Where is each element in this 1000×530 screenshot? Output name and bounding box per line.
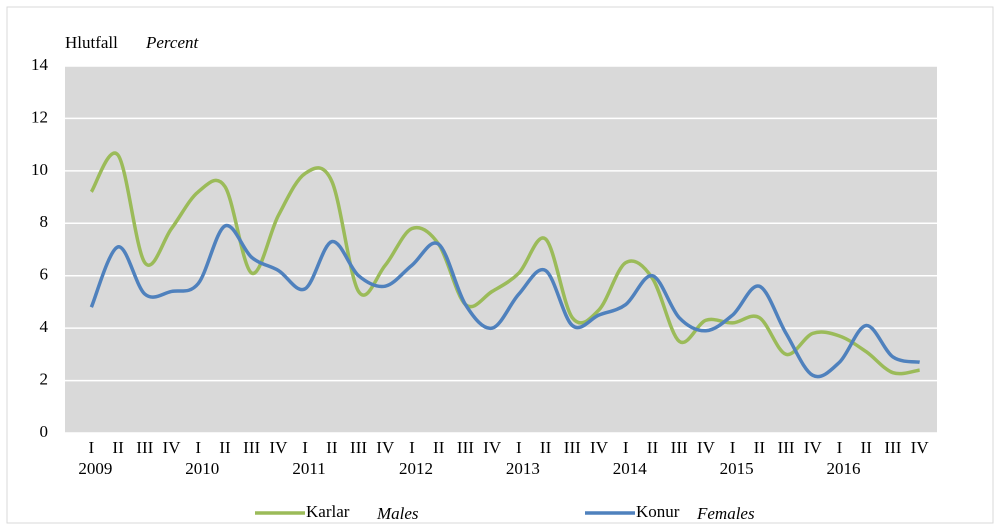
x-tick-label: III [778, 438, 795, 457]
x-tick-label: IV [804, 438, 823, 457]
y-tick-label: 6 [40, 265, 49, 284]
x-tick-label: I [409, 438, 415, 457]
legend-label: Konur [636, 502, 680, 521]
y-tick-label: 14 [31, 55, 49, 74]
y-tick-label: 4 [40, 317, 49, 336]
x-tick-label: II [433, 438, 445, 457]
x-tick-label: III [243, 438, 260, 457]
x-tick-label: III [350, 438, 367, 457]
y-tick-label: 0 [40, 422, 49, 441]
x-tick-label: III [457, 438, 474, 457]
legend-label: Karlar [306, 502, 350, 521]
x-group-label: 2010 [185, 459, 219, 478]
x-group-label: 2016 [826, 459, 860, 478]
x-tick-label: II [647, 438, 659, 457]
x-group-label: 2014 [613, 459, 648, 478]
x-group-label: 2012 [399, 459, 433, 478]
x-tick-label: III [671, 438, 688, 457]
x-tick-label: I [730, 438, 736, 457]
y-tick-label: 12 [31, 107, 48, 126]
x-tick-label: I [837, 438, 843, 457]
x-tick-label: I [195, 438, 201, 457]
x-tick-label: IV [269, 438, 288, 457]
legend-label-en: Females [696, 504, 755, 523]
y-axis-label: Hlutfall [65, 33, 118, 52]
y-tick-label: 8 [40, 212, 49, 231]
x-group-label: 2015 [720, 459, 754, 478]
series-line [89, 151, 920, 376]
x-tick-label: III [564, 438, 581, 457]
x-tick-label: IV [483, 438, 502, 457]
x-tick-label: II [540, 438, 552, 457]
x-tick-label: IV [163, 438, 182, 457]
y-axis-label-en: Percent [145, 33, 200, 52]
x-group-label: 2009 [78, 459, 112, 478]
x-tick-label: I [302, 438, 308, 457]
x-tick-label: I [89, 438, 95, 457]
legend-label-en: Males [376, 504, 419, 523]
x-tick-label: IV [697, 438, 716, 457]
y-tick-label: 10 [31, 160, 48, 179]
series-line [89, 223, 920, 379]
x-tick-label: III [136, 438, 153, 457]
x-tick-label: II [861, 438, 873, 457]
x-tick-label: II [326, 438, 338, 457]
x-tick-label: III [884, 438, 901, 457]
y-tick-label: 2 [40, 369, 49, 388]
x-group-label: 2013 [506, 459, 540, 478]
x-group-label: 2011 [292, 459, 325, 478]
x-tick-label: II [112, 438, 124, 457]
x-tick-label: II [754, 438, 766, 457]
x-tick-label: IV [911, 438, 930, 457]
plot-area [65, 66, 937, 433]
x-tick-label: II [219, 438, 231, 457]
x-tick-label: I [623, 438, 629, 457]
x-tick-label: IV [590, 438, 609, 457]
x-tick-label: I [516, 438, 522, 457]
x-tick-label: IV [376, 438, 395, 457]
